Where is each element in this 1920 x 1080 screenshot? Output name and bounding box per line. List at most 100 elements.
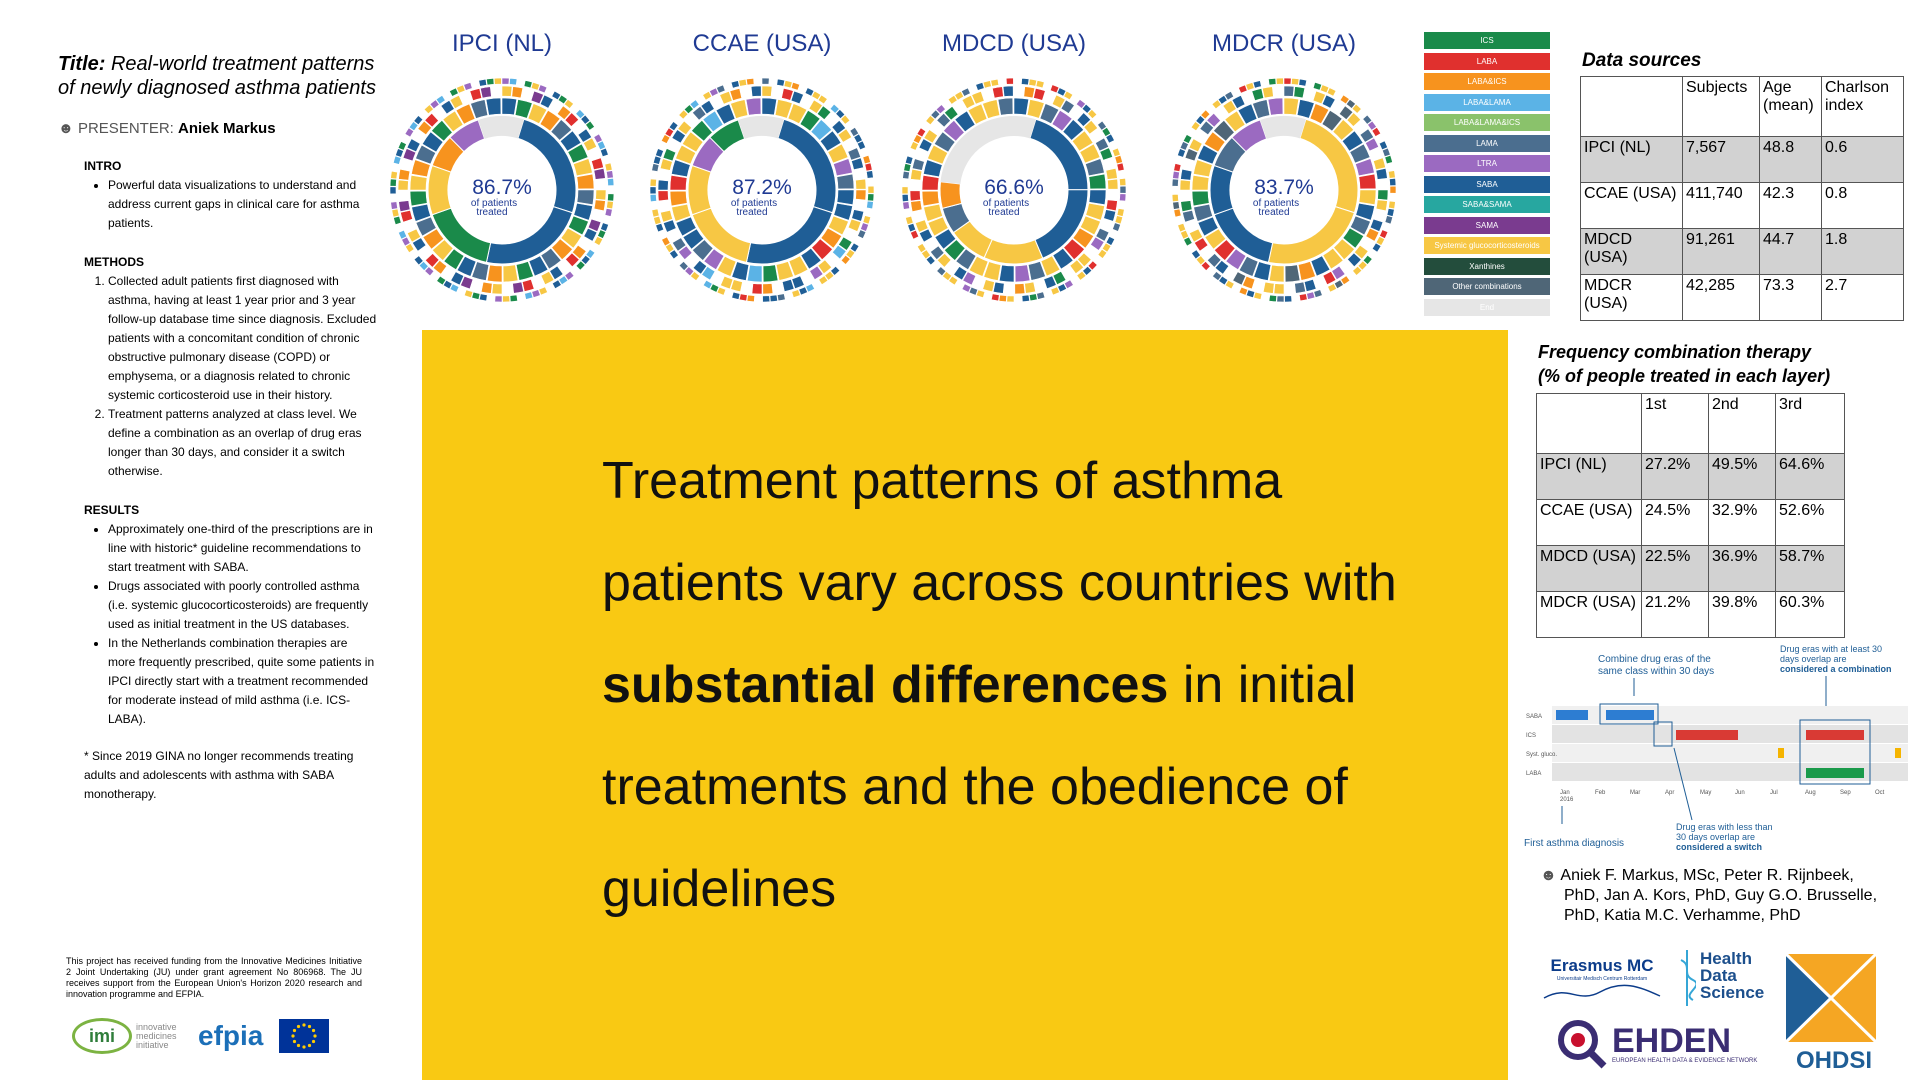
sunburst-segment (811, 238, 833, 261)
sunburst-segment (1087, 109, 1098, 120)
sunburst-segment (1319, 84, 1330, 94)
sunburst-segment (961, 283, 972, 293)
sunburst-segment (1283, 97, 1300, 116)
legend-item: Other combinations (1424, 278, 1550, 295)
sunburst-segment (702, 110, 724, 133)
table-cell: IPCI (NL) (1580, 136, 1683, 183)
sunburst-segment (818, 275, 829, 286)
sunburst-segment (934, 228, 957, 250)
month-label: Jul (1770, 790, 1778, 796)
sunburst-segment (593, 199, 606, 212)
table-row: IPCI (NL) 7,567 48.8 0.6 (1580, 136, 1904, 183)
sunburst-segment (573, 202, 593, 221)
sunburst-segment (805, 283, 815, 293)
table-header-cell: 1st (1641, 393, 1709, 454)
note-combine-1: Combine drug eras of the (1598, 654, 1711, 665)
sunburst-segment (904, 155, 914, 165)
sunburst-segment (968, 255, 989, 277)
table-cell: 73.3 (1759, 274, 1822, 321)
sunburst-segment (660, 134, 671, 144)
sunburst-segment (700, 99, 715, 115)
sunburst-segment (1021, 77, 1030, 86)
sunburst-segment (1203, 131, 1226, 153)
table-header-cell: Subjects (1682, 76, 1760, 137)
table-cell: 48.8 (1759, 136, 1822, 183)
sunburst-segment (1179, 141, 1189, 151)
sunburst-segment (1105, 199, 1118, 212)
sunburst-segment (422, 228, 445, 250)
sunburst-segment (657, 179, 669, 191)
sunburst-segment (804, 87, 815, 97)
sunburst-segment (1119, 177, 1127, 187)
sunburst-segment (1296, 99, 1315, 119)
list-item: Powerful data visualizations to understa… (108, 176, 378, 233)
sunburst-segment (691, 105, 707, 121)
sunburst-segment (992, 86, 1004, 99)
sunburst-segment (564, 270, 575, 281)
sunburst-segment (442, 110, 464, 133)
sunburst-segment (471, 261, 490, 281)
sunburst-segment (1384, 155, 1393, 165)
table-header-cell: Charlson index (1821, 76, 1904, 137)
eu-star-icon (308, 1024, 312, 1029)
sunburst-segment (1103, 209, 1117, 222)
sunburst-segment (1013, 97, 1030, 116)
sunburst-segment (1364, 137, 1380, 152)
ics-era-1 (1676, 730, 1738, 740)
legend-item: ICS (1424, 32, 1550, 49)
legend-item: LABA&LAMA (1424, 93, 1550, 111)
sunburst-segment (1309, 103, 1330, 125)
sunburst-segment (599, 147, 609, 158)
sunburst-segment (811, 90, 822, 101)
sunburst-segment (595, 189, 607, 201)
presenter-line: ☻ PRESENTER: Aniek Markus (58, 120, 276, 137)
sunburst-segment (463, 82, 473, 91)
sunburst-segment (1232, 271, 1247, 286)
sunburst-segment (449, 94, 464, 110)
sunburst-segment (521, 279, 535, 292)
sunburst-segment (1273, 283, 1285, 295)
sunburst-segment (431, 119, 453, 142)
sunburst-segment (1085, 158, 1105, 177)
sunburst-segment (731, 291, 741, 300)
sunburst-segment (738, 293, 748, 302)
table-cell: MDCR (USA) (1580, 274, 1683, 321)
table-cell: 32.9% (1708, 499, 1776, 546)
eu-star-icon (312, 1039, 316, 1044)
sunburst-segment (1297, 261, 1316, 281)
sunburst-segment (681, 131, 704, 153)
sunburst-segment (1224, 110, 1246, 133)
sunburst-segment (866, 200, 874, 210)
sunburst-segment (651, 208, 660, 218)
table-cell: 36.9% (1708, 545, 1776, 592)
sunburst-segment (397, 229, 408, 240)
sunburst-segment (398, 200, 411, 212)
sunburst-segment (1107, 178, 1119, 190)
treated-label-1: of patients (983, 198, 1029, 209)
sunburst-center (710, 138, 814, 242)
sunburst-segment (539, 109, 561, 132)
eu-flag-icon (279, 1019, 330, 1053)
sunburst-segment (788, 255, 809, 277)
sunburst-segment (1262, 86, 1274, 99)
sunburst-segment (691, 119, 713, 142)
sunburst-segment (471, 291, 481, 300)
note-combine-2: same class within 30 days (1598, 666, 1714, 677)
sunburst-segment (557, 94, 568, 105)
sunburst-segment (709, 283, 720, 293)
sunburst-segment (531, 289, 541, 298)
sunburst-segment (404, 127, 415, 138)
table-row: MDCR (USA) 21.2% 39.8% 60.3% (1536, 591, 1845, 638)
sunburst-segment (411, 237, 427, 252)
treated-label-2: treated (736, 207, 767, 218)
sunburst-segment (1116, 208, 1125, 217)
efpia-logo: efpia (198, 1020, 264, 1051)
sunburst-segment (689, 99, 700, 110)
sunburst-segment (401, 236, 411, 247)
table-header-cell (1536, 393, 1642, 454)
sunburst-segment (810, 119, 833, 141)
sunburst-segment (675, 144, 697, 165)
legend-item: LABA&LAMA&ICS (1424, 114, 1550, 131)
sunburst-segment (671, 237, 687, 252)
